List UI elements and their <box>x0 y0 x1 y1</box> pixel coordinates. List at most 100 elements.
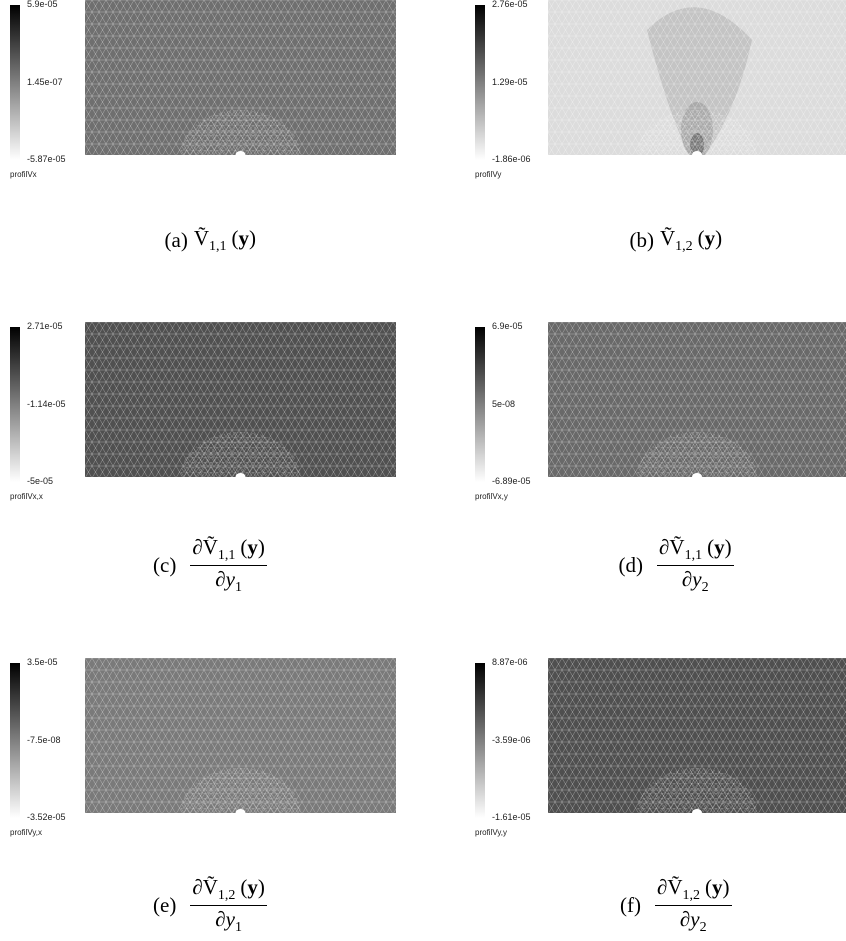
caption-label: (f) <box>620 893 641 918</box>
subscript: 1,1 <box>685 548 703 563</box>
numerator: ∂Ṽ1,2(y) <box>190 875 267 906</box>
colorbar-label: -7.5e-08 <box>27 735 61 745</box>
mesh-plot <box>85 0 396 155</box>
colorbar-label: 3.5e-05 <box>27 657 58 667</box>
field-name: profilVx,x <box>10 492 43 501</box>
fraction: ∂Ṽ1,1(y)∂y1 <box>190 535 267 596</box>
expression: Ṽ1,1(y) <box>194 226 256 255</box>
colorbar-label: -1.61e-05 <box>492 812 531 822</box>
partial: ∂ <box>657 875 667 899</box>
mesh-plot <box>548 322 846 477</box>
colorbar-label: -5.87e-05 <box>27 154 66 164</box>
colorbar-label: -3.59e-06 <box>492 735 531 745</box>
mesh-plot <box>85 322 396 477</box>
mesh-plot <box>548 0 846 155</box>
argument: y <box>705 226 716 250</box>
mesh-plot <box>548 658 846 813</box>
symbol: Ṽ <box>203 535 218 559</box>
colorbar-label: 5.9e-05 <box>27 0 58 9</box>
argument: y <box>247 875 258 899</box>
den-sub: 2 <box>700 920 707 935</box>
argument: y <box>714 535 725 559</box>
numerator: ∂Ṽ1,1 (y) <box>657 535 734 566</box>
colorbar <box>475 327 485 482</box>
denominator: ∂y2 <box>682 566 709 596</box>
paren: ( <box>705 875 712 899</box>
partial: ∂ <box>192 535 202 559</box>
den-sub: 1 <box>235 580 242 595</box>
field-name: profilVx <box>10 170 37 179</box>
subscript: 1,2 <box>218 888 236 903</box>
caption-label: (e) <box>153 893 176 918</box>
den-var: ∂y <box>680 907 700 931</box>
symbol: Ṽ <box>667 875 682 899</box>
subscript: 1,2 <box>683 888 701 903</box>
paren: ( <box>707 535 714 559</box>
colorbar-label: 8.87e-06 <box>492 657 528 667</box>
argument: y <box>712 875 723 899</box>
denominator: ∂y2 <box>680 906 707 936</box>
colorbar-label: 1.45e-07 <box>27 77 63 87</box>
colorbar-label: -3.52e-05 <box>27 812 66 822</box>
colorbar-label: -6.89e-05 <box>492 476 531 486</box>
paren: ) <box>723 875 730 899</box>
symbol: Ṽ <box>203 875 218 899</box>
colorbar <box>475 663 485 818</box>
den-sub: 2 <box>702 580 709 595</box>
colorbar-label: -1.86e-06 <box>492 154 531 164</box>
field-name: profilVy,x <box>10 828 42 837</box>
caption: (a) Ṽ1,1(y) <box>165 226 256 255</box>
caption-label: (d) <box>619 553 644 578</box>
subscript: 1,2 <box>675 239 693 254</box>
colorbar-label: -5e-05 <box>27 476 53 486</box>
expression: Ṽ1,2 (y) <box>660 226 722 255</box>
fraction: ∂Ṽ1,1 (y) ∂y2 <box>657 535 734 596</box>
page: 5.9e-051.45e-07-5.87e-05profilVx (a)Ṽ1,1… <box>0 0 846 941</box>
colorbar-label: 2.76e-05 <box>492 0 528 9</box>
colorbar <box>10 5 20 160</box>
colorbar-label: 6.9e-05 <box>492 321 523 331</box>
paren: ) <box>258 875 265 899</box>
paren: ) <box>715 226 722 250</box>
colorbar <box>475 5 485 160</box>
denominator: ∂y1 <box>215 906 242 936</box>
paren: ) <box>258 535 265 559</box>
den-var: ∂y <box>215 567 235 591</box>
field-name: profilVy <box>475 170 501 179</box>
caption: (c)∂Ṽ1,1(y)∂y1 <box>153 535 267 596</box>
den-var: ∂y <box>682 567 702 591</box>
field-name: profilVx,y <box>475 492 508 501</box>
subscript: 1,1 <box>218 548 236 563</box>
symbol: Ṽ <box>660 226 675 250</box>
colorbar-label: -1.14e-05 <box>27 399 66 409</box>
caption-label: (b) <box>630 228 655 253</box>
colorbar <box>10 327 20 482</box>
mesh-plot <box>85 658 396 813</box>
caption: (f) ∂Ṽ1,2 (y) ∂y2 <box>620 875 732 936</box>
numerator: ∂Ṽ1,2 (y) <box>655 875 732 906</box>
colorbar <box>10 663 20 818</box>
argument: y <box>238 226 249 250</box>
den-var: ∂y <box>215 907 235 931</box>
caption-label: (c) <box>153 553 176 578</box>
field-name: profilVy,y <box>475 828 507 837</box>
caption: (b)Ṽ1,2 (y) <box>630 226 723 255</box>
numerator: ∂Ṽ1,1(y) <box>190 535 267 566</box>
fraction: ∂Ṽ1,2(y)∂y1 <box>190 875 267 936</box>
subscript: 1,1 <box>209 239 227 254</box>
colorbar-label: 1.29e-05 <box>492 77 528 87</box>
caption: (e)∂Ṽ1,2(y)∂y1 <box>153 875 267 936</box>
colorbar-label: 5e-08 <box>492 399 515 409</box>
den-sub: 1 <box>235 920 242 935</box>
fraction: ∂Ṽ1,2 (y) ∂y2 <box>655 875 732 936</box>
symbol: Ṽ <box>669 535 684 559</box>
paren: ) <box>249 226 256 250</box>
partial: ∂ <box>659 535 669 559</box>
denominator: ∂y1 <box>215 566 242 596</box>
argument: y <box>247 535 258 559</box>
caption-label: (a) <box>165 228 188 253</box>
partial: ∂ <box>192 875 202 899</box>
paren: ( <box>698 226 705 250</box>
colorbar-label: 2.71e-05 <box>27 321 63 331</box>
paren: ) <box>725 535 732 559</box>
